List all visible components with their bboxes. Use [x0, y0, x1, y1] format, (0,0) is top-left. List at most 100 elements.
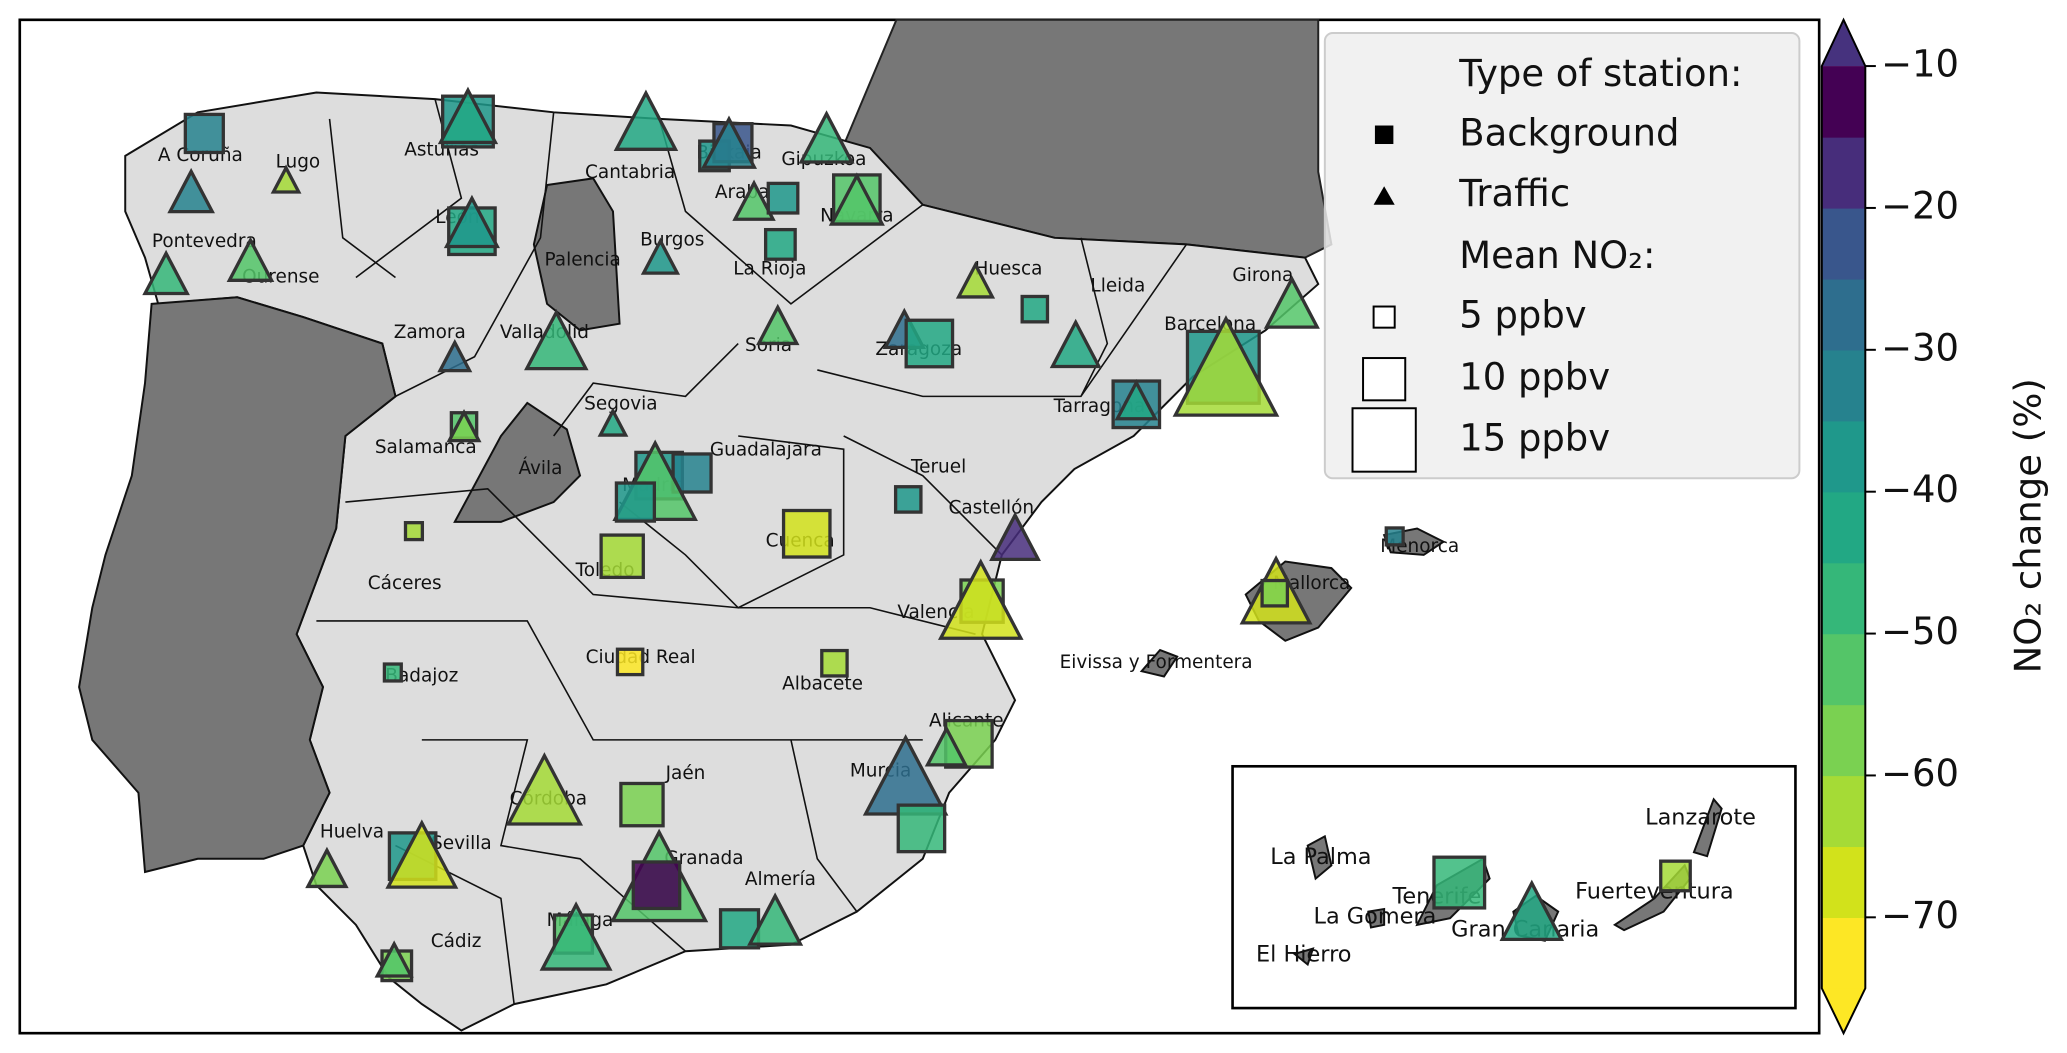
province-label: Almería	[745, 869, 816, 890]
la-gomera	[1367, 907, 1386, 929]
colorbar-bin	[1821, 278, 1866, 351]
station-traffic	[1499, 879, 1565, 942]
station-traffic	[226, 236, 275, 282]
colorbar-extend-high	[1821, 19, 1866, 67]
station-background	[820, 648, 849, 678]
province-label: Castellón	[949, 498, 1035, 519]
legend-entry: Background	[1459, 111, 1679, 154]
colorbar-bin	[1821, 136, 1866, 209]
legend-size-square	[1372, 305, 1396, 329]
province-label: Teruel	[910, 457, 966, 478]
colorbar-tick-label: −20	[1881, 184, 1959, 227]
station-traffic	[732, 179, 776, 221]
legend-box	[1323, 32, 1801, 480]
colorbar-tick-label: −50	[1881, 610, 1959, 653]
portugal	[78, 296, 397, 874]
station-traffic	[1049, 318, 1102, 369]
province-label: Lleida	[1090, 276, 1145, 297]
station-traffic	[597, 407, 629, 437]
station-background	[904, 318, 955, 369]
island-label: La Gomera	[1313, 903, 1436, 929]
station-background	[766, 181, 800, 215]
colorbar-tick-label: −40	[1881, 468, 1959, 511]
station-background	[896, 803, 947, 854]
station-traffic	[437, 338, 473, 373]
station-background	[382, 662, 403, 683]
eivissa	[1139, 648, 1179, 678]
colorbar-tick-label: −60	[1881, 752, 1959, 795]
province-label: Huesca	[974, 259, 1042, 280]
station-background	[893, 485, 923, 514]
colorbar-tick-label: −30	[1881, 326, 1959, 369]
legend-size-label: 10 ppbv	[1459, 356, 1610, 399]
province-borders	[316, 98, 1188, 1005]
station-traffic	[524, 308, 589, 371]
colorbar-bin	[1821, 66, 1866, 138]
colorbar-label: NO₂ change (%)	[2007, 378, 2050, 673]
el-hierro	[1292, 947, 1315, 967]
colorbar-tick-label: −10	[1881, 43, 1959, 86]
station-traffic	[640, 237, 681, 275]
colorbar-bin	[1821, 491, 1866, 564]
station-background	[403, 521, 425, 542]
station-traffic	[270, 164, 302, 194]
province-label: Zamora	[394, 322, 466, 343]
legend-square	[1374, 125, 1394, 145]
station-traffic	[989, 511, 1041, 562]
colorbar-bin	[1821, 775, 1866, 848]
station-traffic	[385, 819, 459, 889]
canary-inset	[1231, 764, 1797, 1010]
station-background	[614, 481, 657, 523]
station-traffic	[700, 115, 758, 169]
province-label: Pontevedra	[152, 231, 257, 252]
province-label: Granada	[664, 848, 743, 869]
station-traffic	[747, 892, 804, 946]
province-label: Guadalajara	[710, 440, 822, 461]
la-palma	[1306, 834, 1333, 881]
colorbar-bin	[1821, 420, 1866, 493]
province-label: Sevilla	[431, 833, 492, 854]
province-label: La Rioja	[733, 259, 806, 280]
station-background	[763, 227, 797, 261]
island-label: Fuerteventura	[1575, 878, 1734, 904]
colorbar-bin	[1821, 633, 1866, 706]
station-background	[1020, 294, 1050, 324]
colorbar-bin	[1821, 704, 1866, 777]
province-label: Eivissa y Formentera	[1060, 652, 1253, 673]
colorbar-bin	[1821, 562, 1866, 635]
station-traffic	[613, 89, 679, 151]
island-label: Lanzarote	[1645, 804, 1756, 830]
station-traffic	[437, 86, 499, 145]
station-traffic	[798, 110, 855, 164]
station-background	[781, 508, 832, 559]
colorbar-bin	[1821, 349, 1866, 422]
colorbar-bin	[1821, 917, 1866, 989]
island-label: La Palma	[1270, 844, 1371, 870]
colorbar-bin	[1821, 207, 1866, 280]
station-traffic	[305, 846, 349, 889]
legend-size-square	[1362, 357, 1407, 402]
legend-title: Type of station:	[1458, 52, 1742, 95]
station-background	[183, 112, 225, 155]
province-label: Lugo	[276, 151, 321, 172]
station-background	[599, 533, 645, 580]
station-traffic	[924, 725, 969, 767]
legend-title: Mean NO₂:	[1459, 234, 1655, 277]
province-label: Girona	[1232, 265, 1293, 286]
station-background	[1659, 859, 1692, 893]
lanzarote	[1692, 797, 1723, 858]
station-traffic	[1114, 379, 1159, 421]
province-label: Cádiz	[431, 931, 482, 952]
station-traffic	[756, 303, 800, 346]
palencia	[532, 177, 621, 332]
province-label: Jaén	[665, 763, 706, 784]
station-traffic	[374, 940, 414, 978]
station-background	[1432, 855, 1487, 910]
province-label: Albacete	[782, 673, 863, 694]
station-traffic	[1263, 275, 1320, 329]
province-label: Segovia	[584, 393, 657, 414]
province-label: Cáceres	[368, 573, 442, 594]
legend-size-label: 5 ppbv	[1459, 294, 1586, 337]
station-background	[1260, 578, 1290, 608]
legend-triangle	[1373, 186, 1395, 205]
